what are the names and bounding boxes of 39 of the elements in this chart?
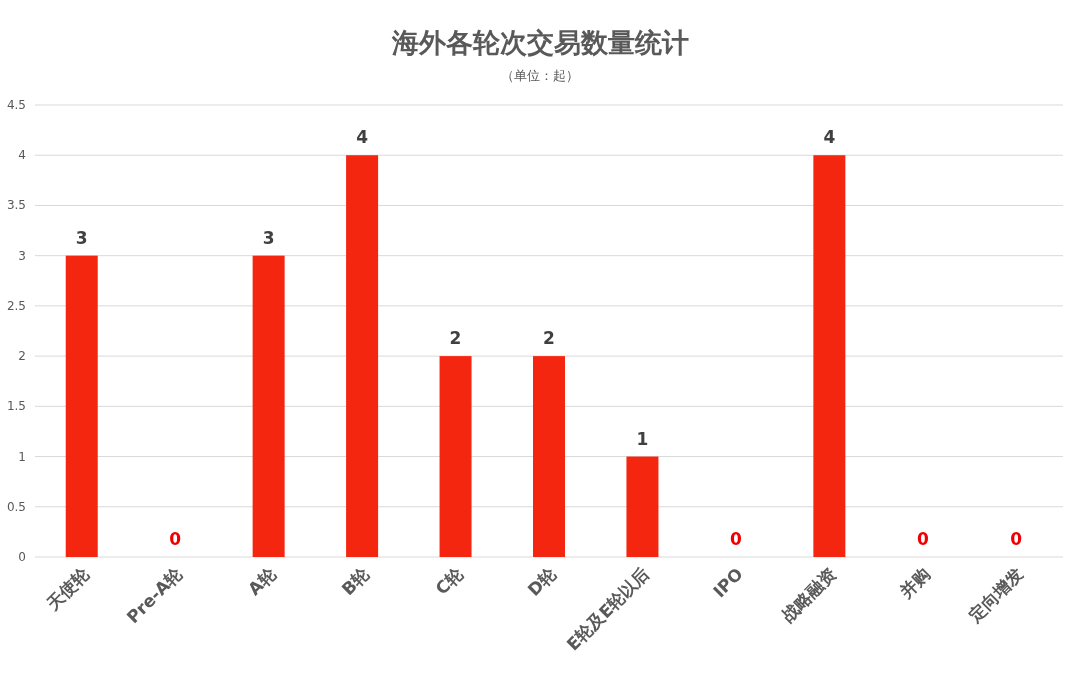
y-tick-label: 0.5 bbox=[6, 499, 26, 514]
data-label: 3 bbox=[75, 227, 88, 248]
bar bbox=[252, 255, 285, 557]
x-tick-label: 并购 bbox=[894, 563, 934, 603]
bar bbox=[439, 356, 472, 557]
y-tick-label: 1 bbox=[18, 449, 26, 464]
data-label: 0 bbox=[729, 529, 742, 549]
x-tick-label: 天使轮 bbox=[41, 562, 94, 615]
bar bbox=[346, 155, 379, 557]
y-tick-label: 0 bbox=[18, 550, 26, 564]
data-label: 1 bbox=[636, 428, 649, 449]
x-tick-label: A轮 bbox=[243, 562, 281, 600]
x-tick-label: D轮 bbox=[523, 562, 561, 600]
x-tick-label: E轮及E轮以后 bbox=[562, 563, 654, 655]
x-tick-label: 战略融资 bbox=[777, 563, 841, 626]
chart-title: 海外各轮次交易数量统计 bbox=[390, 27, 689, 58]
data-label: 2 bbox=[543, 328, 555, 349]
bar bbox=[533, 356, 565, 557]
data-label: 3 bbox=[262, 227, 275, 248]
bar bbox=[626, 456, 659, 557]
y-tick-label: 3 bbox=[18, 248, 26, 263]
data-label: 4 bbox=[356, 127, 369, 148]
chart-subtitle: （单位：起） bbox=[501, 68, 579, 83]
data-label: 0 bbox=[916, 529, 929, 549]
y-tick-label: 4.5 bbox=[6, 98, 26, 112]
bar bbox=[65, 255, 98, 557]
x-tick-label: C轮 bbox=[431, 562, 468, 599]
y-tick-label: 3.5 bbox=[6, 198, 26, 213]
y-tick-label: 1.5 bbox=[6, 399, 26, 414]
y-tick-label: 4 bbox=[18, 148, 26, 163]
data-label: 4 bbox=[823, 127, 836, 148]
x-tick-label: 定向增发 bbox=[964, 563, 1028, 627]
bar bbox=[813, 155, 846, 557]
data-label: 0 bbox=[1010, 529, 1023, 549]
y-tick-label: 2.5 bbox=[6, 298, 26, 313]
x-tick-label: B轮 bbox=[337, 562, 374, 600]
data-label: 0 bbox=[169, 529, 182, 549]
y-tick-label: 2 bbox=[18, 349, 26, 364]
data-label: 2 bbox=[449, 328, 462, 349]
